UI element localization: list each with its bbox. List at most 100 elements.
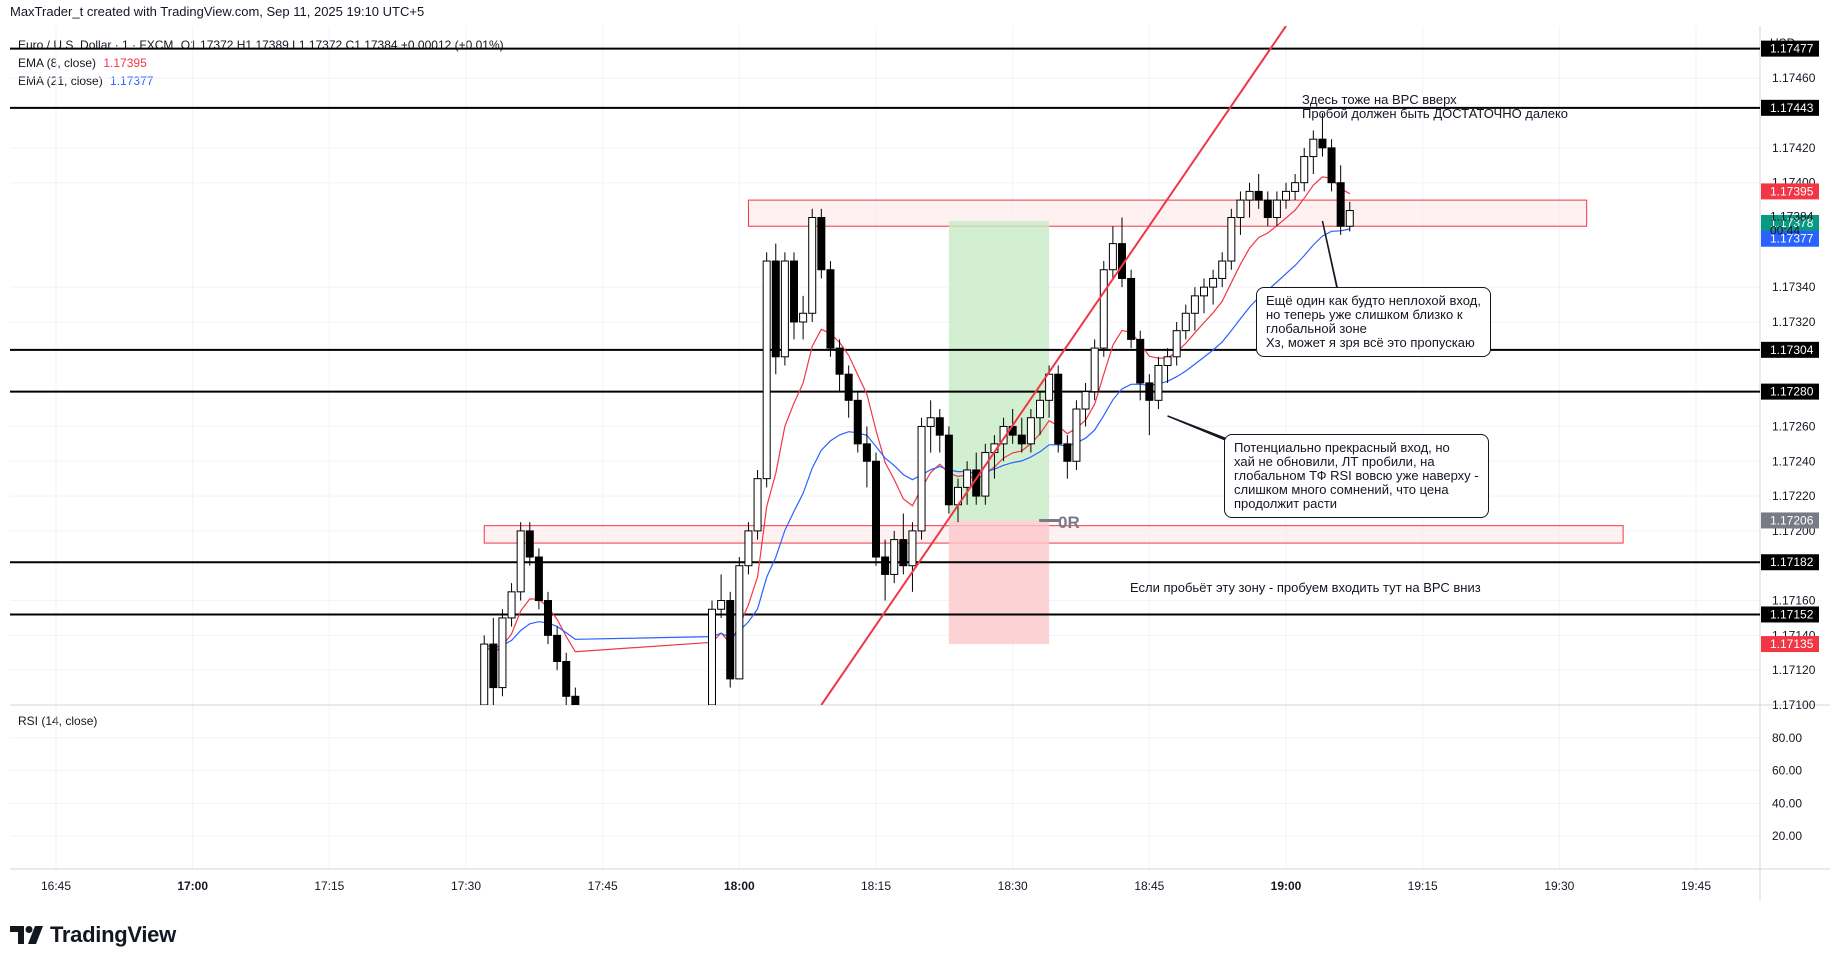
candle-body [717,600,726,610]
candle-body [516,530,525,593]
legend-ema8-row[interactable]: EMA (8, close) 1.17395 [18,54,504,72]
candle-body [862,443,871,462]
price-badge-label: 1.17135 [1770,637,1814,651]
candle-body [1254,190,1263,201]
bottom-note: Если пробьёт эту зону - пробуем входить … [1130,580,1481,595]
candle-body [872,460,880,558]
position-loss-zone [948,520,1050,645]
tradingview-logo[interactable]: TradingView [10,922,176,948]
last-price-label: 1.17384 [1770,210,1814,224]
ema8-label[interactable]: EMA (8, close) [18,56,97,70]
time-tick-label: 16:45 [41,879,71,893]
price-tick-label: 1.17160 [1772,594,1816,608]
candle-body [1090,347,1099,393]
candle-body [917,425,926,532]
ema8-value: 1.17395 [103,56,147,70]
resistance-zone [747,199,1588,227]
price-tick-label: 1.17240 [1772,454,1816,468]
candle-body [890,539,899,575]
price-tick-label: 1.17420 [1772,141,1816,155]
candle-body [562,660,571,697]
price-badge [1761,214,1819,231]
price-tick-label: 1.17220 [1772,489,1816,503]
price-badge-label: 1.17206 [1770,513,1814,527]
price-tick-label: 1.17100 [1772,698,1816,712]
time-tick-label: 18:30 [998,879,1028,893]
ema21-label[interactable]: EMA (21, close) [18,74,103,88]
candle-body [544,600,552,636]
price-badge [1761,383,1819,400]
price-badge-label: 1.17304 [1770,343,1814,357]
legend-ema21-row[interactable]: EMA (21, close) 1.17377 [18,72,504,90]
callout-pointers [1167,220,1341,447]
price-badge-label: 1.17152 [1770,607,1814,621]
time-tick-label: 18:15 [861,879,891,893]
callout1-pointer [1321,220,1341,303]
candle-body [853,399,862,445]
price-badge [1761,554,1819,571]
candle-body [899,539,908,567]
candle-body [1327,147,1336,184]
candle-body [1227,217,1236,262]
rsi-tick-label: 60.00 [1772,764,1802,778]
candle-body [1218,260,1227,279]
price-badge [1761,230,1819,247]
callout-potential-entry[interactable]: Потенциально прекрасный вход, но хай не … [1224,434,1489,518]
candle-body [1245,190,1254,201]
price-badge [1761,341,1819,358]
candle-body [844,373,853,401]
candle-body [1026,417,1035,445]
time-tick-label: 19:30 [1544,879,1574,893]
candle-body [799,312,808,323]
time-tick-label: 18:45 [1134,879,1164,893]
rsi-label[interactable]: RSI (14, close) [18,714,98,728]
candle-body [1291,182,1300,192]
candle-body [1054,373,1063,445]
price-badge [1761,99,1819,116]
candle-body [771,260,780,358]
price-badge-label: 1.17477 [1770,42,1814,56]
candle-body [1145,382,1154,401]
candle-body [881,556,890,575]
or-label: 0R [1058,513,1080,532]
time-tick-label: 17:45 [588,879,618,893]
price-tick-label: 1.17460 [1772,71,1816,85]
price-badge-label: 1.17443 [1770,101,1814,115]
price-tick-label: 1.17340 [1772,280,1816,294]
candle-body [753,478,762,532]
candle-body [1200,286,1208,297]
time-tick-label: 19:15 [1408,879,1438,893]
candle-body [744,530,753,567]
time-tick-label: 17:00 [177,879,208,893]
top-note: Здесь тоже на ВРС вверх Пробой должен бы… [1302,92,1569,121]
red-trendline [820,26,1287,705]
candle-body [498,617,507,689]
countdown-label: 00:44 [1770,224,1800,238]
candle-body [826,269,835,349]
trendline [820,26,1287,705]
candle-body [708,608,716,705]
time-tick-label: 19:00 [1271,879,1302,893]
candle-body [1127,277,1136,340]
candle-body [1300,156,1309,184]
callout2-pointer [1167,415,1241,447]
candle-body [790,260,798,323]
candle-body [926,417,935,427]
candle-body [525,530,534,558]
candle-body [1209,277,1218,288]
price-badge [1761,183,1819,200]
candle-body [835,347,844,375]
candle-body [726,600,735,680]
zones [483,199,1624,544]
price-badge-label: 1.17378 [1770,216,1814,230]
rsi-tick-label: 80.00 [1772,731,1802,745]
candle-body [480,643,489,705]
candle-body [1236,199,1245,219]
candle-body [571,695,580,705]
price-tick-label: 1.17320 [1772,315,1816,329]
callout-entry-near-zone[interactable]: Ещё один как будто неплохой вход, но теп… [1256,287,1491,357]
candle-body [1190,295,1199,314]
candle-body [1108,243,1117,271]
candle-body [1263,199,1272,219]
